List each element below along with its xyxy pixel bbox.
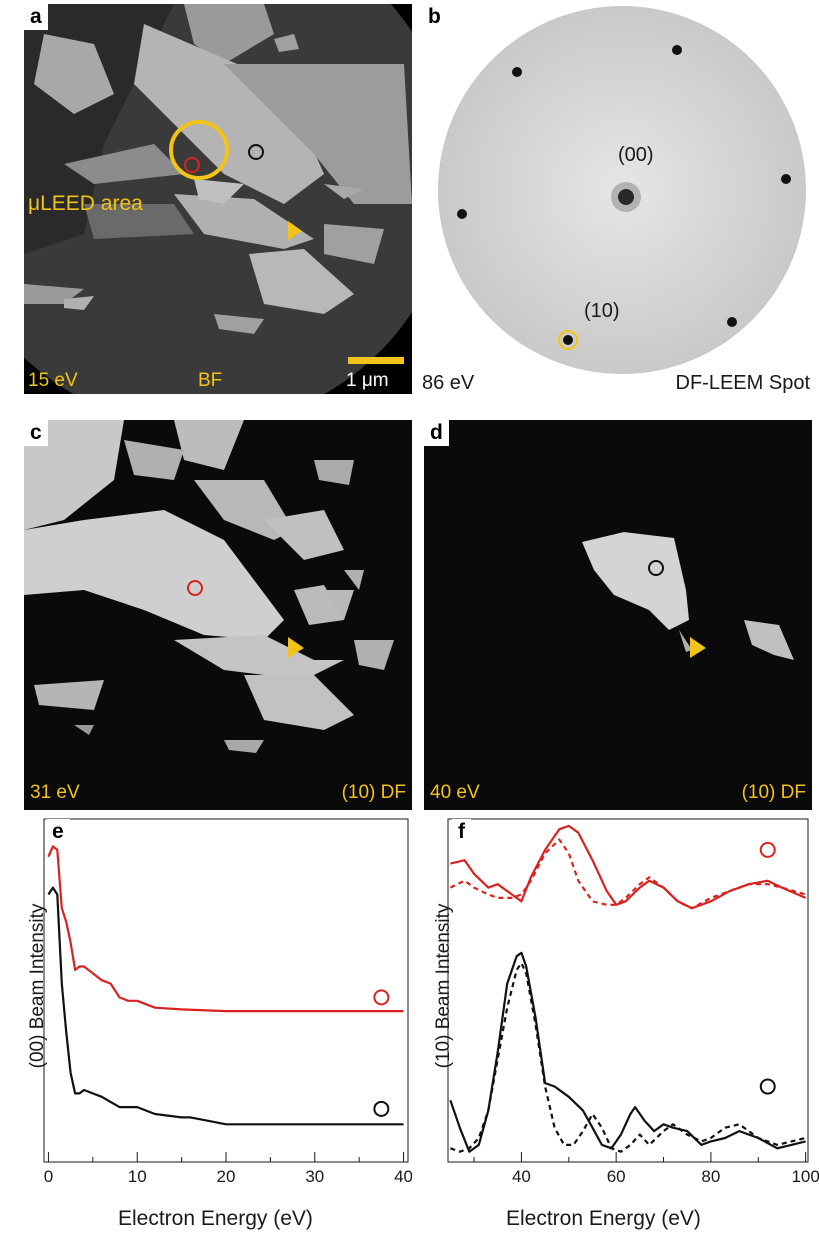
panel-d-dark-field-image (424, 420, 812, 810)
spot-00 (618, 189, 634, 205)
panel-d-mode: (10) DF (741, 782, 806, 803)
x-tick-label: 40 (394, 1167, 412, 1186)
panel-c-dark-field-image (24, 420, 412, 810)
yellow-arrowhead-d (690, 637, 706, 658)
panel-e-letter: e (46, 819, 70, 845)
legend-marker-1 (759, 1078, 776, 1095)
panel-a-energy: 15 eV (28, 370, 78, 391)
mu-leed-area-label: μLEED area (28, 192, 143, 215)
spot-10-yellow-ring (558, 330, 578, 350)
spot-10 (563, 335, 573, 345)
series-line-1 (449, 838, 806, 910)
series-line-1 (47, 886, 404, 1126)
panel-f-ylabel: (10) Beam Intensity (433, 903, 454, 1069)
panel-d: d 40 eV (10) DF (424, 420, 812, 810)
black-marker-circle-d (648, 560, 664, 576)
x-tick-label: 60 (607, 1167, 626, 1186)
x-tick-label: 40 (512, 1167, 531, 1186)
panel-f-xlabel: Electron Energy (eV) (506, 1207, 701, 1230)
panel-a: a μLEED area 15 eV BF 1 μm (24, 4, 412, 394)
legend-marker-0 (373, 989, 390, 1006)
chart-f: 40 60 80 100 (447, 818, 819, 1186)
scale-bar-label: 1 μm (346, 370, 389, 391)
panel-c-mode: (10) DF (341, 782, 406, 803)
x-tick-label: 30 (305, 1167, 324, 1186)
yellow-arrowhead-a (288, 221, 302, 240)
red-marker-circle-a (184, 157, 200, 173)
series-line-2 (449, 951, 806, 1153)
panel-a-bright-field-image (24, 4, 412, 394)
spot-upper (672, 45, 682, 55)
panel-a-letter: a (24, 4, 48, 30)
plot-frame (43, 818, 409, 1163)
spot-right (781, 174, 791, 184)
panel-e-ylabel: (00) Beam Intensity (27, 903, 48, 1069)
panel-b-mode: DF-LEEM Spot (675, 372, 810, 394)
x-tick-label: 0 (44, 1167, 53, 1186)
spot-10-label: (10) (584, 300, 620, 322)
spot-left (457, 209, 467, 219)
x-tick-label: 80 (701, 1167, 720, 1186)
panel-c-letter: c (24, 420, 48, 446)
plot-frame (447, 818, 809, 1163)
panel-b-energy: 86 eV (422, 372, 475, 394)
panel-d-energy: 40 eV (430, 782, 480, 803)
x-tick-label: 20 (217, 1167, 236, 1186)
panel-b: b (00) (10) 86 eV DF-LEEM Spot (422, 4, 812, 394)
x-tick-label: 10 (128, 1167, 147, 1186)
mu-leed-area-circle (169, 120, 229, 180)
x-tick-label: 100 (791, 1167, 819, 1186)
panel-f: 40 60 80 100 f (10) Beam Intensity Electron… (412, 815, 819, 1237)
panel-b-letter: b (422, 4, 447, 30)
panel-d-letter: d (424, 420, 449, 446)
panel-f-letter: f (452, 819, 471, 845)
scale-bar (348, 357, 404, 364)
yellow-arrowhead-c (288, 637, 304, 658)
spot-upper-left (512, 67, 522, 77)
red-marker-circle-c (187, 580, 203, 596)
series-line-0 (47, 845, 404, 1013)
panel-c-energy: 31 eV (30, 782, 80, 803)
legend-marker-1 (373, 1100, 390, 1117)
black-marker-circle-a (248, 144, 264, 160)
panel-c: c 31 eV (10) DF (24, 420, 412, 810)
panel-e: 0 10 20 30 40 e (00) Beam Intensity Electron… (0, 815, 412, 1237)
spot-00-label: (00) (618, 144, 654, 166)
spot-lower-right (727, 317, 737, 327)
legend-marker-0 (759, 841, 776, 858)
chart-e: 0 10 20 30 40 (43, 818, 412, 1186)
panel-e-xlabel: Electron Energy (eV) (118, 1207, 313, 1230)
panel-a-mode: BF (198, 370, 223, 391)
series-line-3 (450, 962, 806, 1153)
panel-b-leed-pattern (422, 4, 812, 394)
